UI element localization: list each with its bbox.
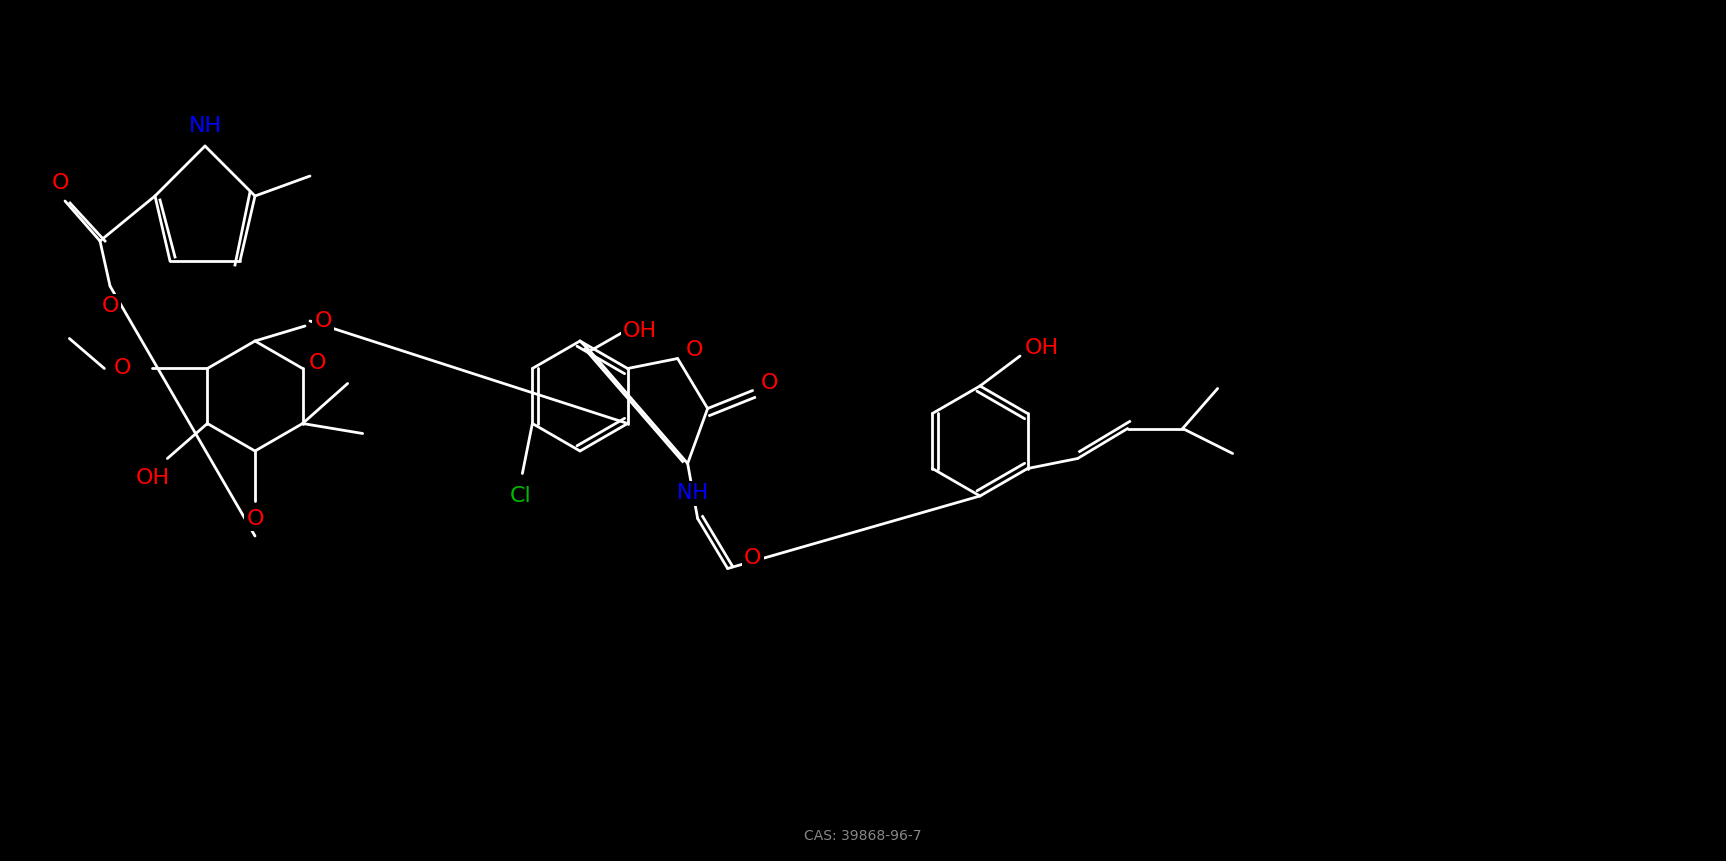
Text: Cl: Cl <box>509 486 532 505</box>
Text: OH: OH <box>1025 338 1060 358</box>
Text: OH: OH <box>623 321 658 341</box>
Text: O: O <box>247 509 264 529</box>
Text: O: O <box>102 296 119 316</box>
Text: O: O <box>52 173 69 193</box>
Text: O: O <box>309 354 326 374</box>
Text: NH: NH <box>188 116 221 136</box>
Text: OH: OH <box>135 468 169 488</box>
Text: O: O <box>744 548 761 568</box>
Text: O: O <box>761 374 778 393</box>
Text: CAS: 39868-96-7: CAS: 39868-96-7 <box>804 829 922 843</box>
Text: O: O <box>114 358 131 379</box>
Text: O: O <box>685 340 704 361</box>
Text: O: O <box>314 311 331 331</box>
Text: NH: NH <box>677 484 708 504</box>
